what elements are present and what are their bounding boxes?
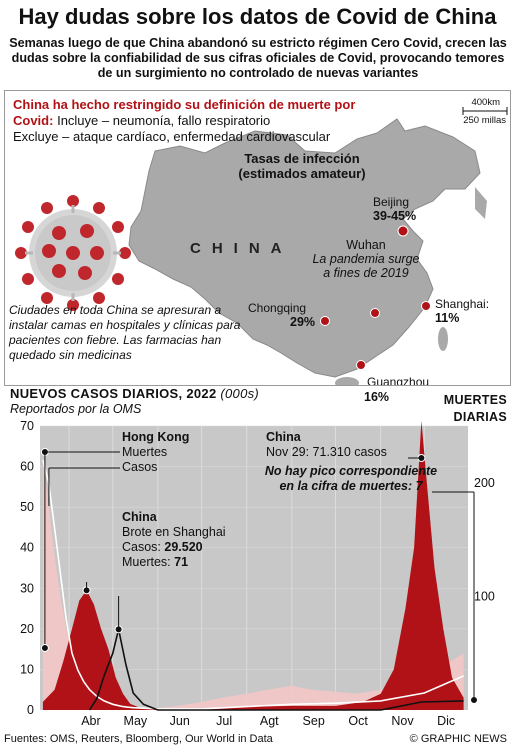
series-china-cases xyxy=(42,420,464,710)
korea-peninsula xyxy=(475,187,487,219)
copyright: © GRAPHIC NEWS xyxy=(409,733,507,745)
infection-rates-title: Tasas de infección (estimados amateur) xyxy=(238,151,366,181)
shanghai-deaths-value: 71 xyxy=(174,555,189,569)
y-left-tick-label: 10 xyxy=(20,662,34,676)
x-tick-label: May xyxy=(124,714,148,728)
country-label: CHINA xyxy=(190,240,293,257)
y-left-tick-label: 30 xyxy=(20,581,34,595)
annotation-leaders xyxy=(40,448,478,705)
chongqing-dot xyxy=(320,316,330,326)
death-definition-include: Incluye – neumonía, fallo respiratorio xyxy=(57,113,271,128)
y-left-tick-label: 0 xyxy=(27,703,34,717)
x-tick-label: Sep xyxy=(303,714,325,728)
chart-title-unit: (000s) xyxy=(220,386,260,401)
chart-title-text: NUEVOS CASOS DIARIOS, 2022 xyxy=(10,386,217,401)
x-tick-label: Nov xyxy=(391,714,414,728)
shanghai-dot xyxy=(421,301,431,311)
deaths-axis-title: MUERTES DIARIAS xyxy=(443,393,507,424)
shanghai-cases-value: 29.520 xyxy=(164,540,203,554)
shanghai-cases-label: Casos: xyxy=(122,540,161,554)
death-definition-heading: China ha hecho restringido su definición… xyxy=(13,97,356,128)
page-title: Hay dudas sobre los datos de Covid de Ch… xyxy=(18,4,497,29)
hk-label: Hong Kong xyxy=(122,430,190,444)
y-left-tick-label: 20 xyxy=(20,622,34,636)
city-name: Shanghai: xyxy=(435,297,490,311)
hk-annotation: Hong Kong Muertes Casos xyxy=(122,430,189,475)
city-rate: 11% xyxy=(435,311,460,325)
footer: Fuentes: OMS, Reuters, Bloomberg, Our Wo… xyxy=(0,730,515,750)
city-rate: 16% xyxy=(364,390,390,404)
beds-note: Ciudades en toda China se apresuran a in… xyxy=(9,303,241,362)
death-definition-exclude: Excluye – ataque cardíaco, enfermedad ca… xyxy=(13,129,331,144)
cases-chart: NUEVOS CASOS DIARIOS, 2022 (000s) Report… xyxy=(0,386,515,730)
wuhan-note-text: La pandemia surge a fines de 2019 xyxy=(312,252,420,280)
city-beijing: Beijing 39-45% xyxy=(373,195,416,223)
scale-km: 400km xyxy=(471,97,500,108)
nov-note: No hay pico correspondiente en la cifra … xyxy=(264,464,438,493)
chart-plot: Abr May Jun Jul Agt Sep Oct Nov Dic 0 10 20 30 40 50 60… xyxy=(20,419,495,728)
city-shanghai: Shanghai: 11% xyxy=(435,297,489,325)
series-hong-kong-deaths xyxy=(42,459,464,710)
x-tick-label: Oct xyxy=(348,714,368,728)
x-tick-label: Jun xyxy=(170,714,190,728)
x-tick-label: Dic xyxy=(437,714,455,728)
guangzhou-dot xyxy=(356,360,366,370)
map-panel: China ha hecho restringido su definición… xyxy=(4,90,511,386)
x-tick-label: Agt xyxy=(260,714,279,728)
taiwan-island xyxy=(438,327,448,351)
y-left-tick-label: 60 xyxy=(20,460,34,474)
shanghai-annotation: China Brote en Shanghai Casos: 29.520 Mu… xyxy=(122,510,226,570)
city-guangzhou-rate: 16% xyxy=(364,390,389,404)
series-group xyxy=(42,420,464,711)
wuhan-name: Wuhan xyxy=(346,238,386,252)
shanghai-deaths-label: Muertes: xyxy=(122,555,171,569)
y-left-tick-label: 40 xyxy=(20,541,34,555)
hainan-island xyxy=(335,377,359,385)
x-tick-label: Jul xyxy=(216,714,232,728)
x-tick-label: Abr xyxy=(81,714,100,728)
city-name: Chongqing xyxy=(248,301,307,315)
city-name: Beijing xyxy=(373,195,410,209)
shanghai-line1: Brote en Shanghai xyxy=(122,525,226,539)
hk-deaths-label: Muertes xyxy=(122,445,168,459)
y-right-tick-label: 100 xyxy=(474,589,495,603)
city-chongqing: Chongqing 29% xyxy=(248,301,315,329)
chart-title: NUEVOS CASOS DIARIOS, 2022 (000s) xyxy=(10,386,259,401)
city-name: Guangzhou xyxy=(367,375,430,386)
virus-illustration xyxy=(15,195,131,311)
beijing-dot xyxy=(397,225,409,237)
nov-line: Nov 29: 71.310 casos xyxy=(266,445,387,459)
page-subtitle: Semanas luego de que China abandonó su e… xyxy=(9,36,507,80)
axis-ticks: Abr May Jun Jul Agt Sep Oct Nov Dic 0 10 20 30 40 50 60… xyxy=(20,419,495,728)
shanghai-deaths-row: Muertes: 71 xyxy=(122,555,226,570)
city-guangzhou: Guangzhou xyxy=(367,375,430,386)
shanghai-label: China xyxy=(122,510,157,524)
scale-miles: 250 millas xyxy=(463,115,506,126)
shanghai-cases-row: Casos: 29.520 xyxy=(122,540,226,555)
wuhan-dot xyxy=(370,308,380,318)
nov-label: China xyxy=(266,430,301,444)
china-map xyxy=(15,107,508,385)
series-china-deaths xyxy=(88,629,464,711)
sources: Fuentes: OMS, Reuters, Bloomberg, Our Wo… xyxy=(4,733,273,745)
china-landmass xyxy=(128,118,481,378)
y-right-tick-label: 200 xyxy=(474,476,495,490)
death-definition: China ha hecho restringido su definición… xyxy=(13,97,373,145)
city-rate: 39-45% xyxy=(373,209,417,223)
nov-annotation: China Nov 29: 71.310 casos xyxy=(266,430,387,460)
city-rate: 29% xyxy=(290,315,316,329)
y-left-tick-label: 70 xyxy=(20,419,34,433)
chart-subtitle: Reportados por la OMS xyxy=(10,402,142,416)
wuhan-annotation: Wuhan La pandemia surge a fines de 2019 xyxy=(311,238,421,280)
marker-hk-deaths-low xyxy=(40,644,49,652)
y-left-tick-label: 50 xyxy=(20,500,34,514)
hk-cases-label: Casos xyxy=(122,460,158,474)
